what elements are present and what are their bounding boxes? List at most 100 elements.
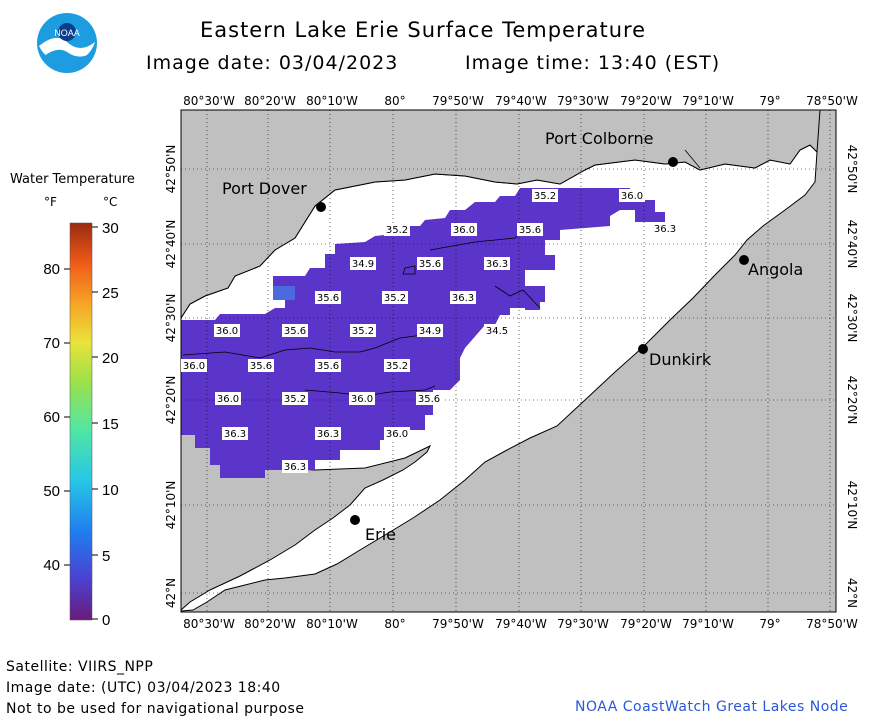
- temperature-reading: 35.6: [519, 225, 541, 236]
- lon-label-top: 80°10'W: [306, 94, 358, 108]
- disclaimer: Not to be used for navigational purpose: [6, 701, 305, 717]
- legend-f-tick: 40: [43, 557, 60, 574]
- lon-label-bottom: 79°30'W: [557, 617, 609, 630]
- temperature-reading: 36.3: [224, 429, 246, 440]
- lon-label-bottom: 79°20'W: [620, 617, 672, 630]
- lat-label-left: 42°10'N: [165, 481, 178, 530]
- lake-erie-map: 80°30'W 80°30'W 80°20'W 80°20'W 80°10'W 80°10…: [165, 94, 859, 630]
- temperature-reading: 36.0: [351, 394, 373, 405]
- temperature-reading: 35.6: [317, 293, 339, 304]
- land-north: [180, 109, 821, 320]
- legend-c-tick: 30: [102, 220, 119, 237]
- temperature-reading: 34.5: [486, 326, 508, 337]
- temperature-reading: 35.6: [419, 259, 441, 270]
- temperature-reading: 36.0: [453, 225, 475, 236]
- city-marker: [668, 157, 678, 167]
- noaa-logo: NOAA: [37, 13, 97, 73]
- temperature-reading: 34.9: [352, 259, 374, 270]
- lon-label-top: 80°30'W: [183, 94, 235, 108]
- legend-title: Water Temperature: [10, 172, 135, 187]
- temperature-reading: 35.6: [317, 361, 339, 372]
- city-label: Dunkirk: [649, 350, 712, 369]
- image-time: Image time: 13:40 (EST): [465, 52, 721, 74]
- lon-label-bottom: 79°10'W: [682, 617, 734, 630]
- lon-label-bottom: 79°50'W: [432, 617, 484, 630]
- lon-label-bottom: 80°20'W: [244, 617, 296, 630]
- lat-label-right: 42°10'N: [845, 481, 859, 530]
- legend-unit-c: °C: [103, 195, 118, 209]
- legend-c-tick: 10: [102, 482, 119, 499]
- temperature-reading: 36.0: [621, 191, 643, 202]
- legend-f-tick: 80: [43, 261, 60, 278]
- lon-label-bottom: 78°50'W: [806, 617, 858, 630]
- temperature-reading: 34.9: [419, 326, 441, 337]
- legend-c-tick: 0: [102, 612, 110, 629]
- lon-label-top: 79°10'W: [682, 94, 734, 108]
- legend-c-tick: 15: [102, 416, 119, 433]
- legend-c-tick: 25: [102, 285, 119, 302]
- city-label: Angola: [748, 260, 803, 279]
- temperature-reading: 35.2: [384, 293, 406, 304]
- temperature-reading: 36.3: [284, 462, 306, 473]
- city-label: Erie: [365, 525, 396, 544]
- credit-link[interactable]: NOAA CoastWatch Great Lakes Node: [575, 699, 849, 715]
- lon-label-top: 79°: [759, 94, 780, 108]
- temperature-reading: 35.2: [534, 191, 556, 202]
- temperature-reading: 35.6: [284, 326, 306, 337]
- city-label: Port Dover: [222, 179, 307, 198]
- lon-label-top: 78°50'W: [806, 94, 858, 108]
- city-marker: [739, 255, 749, 265]
- temperature-reading: 36.0: [386, 429, 408, 440]
- temperature-reading: 35.2: [284, 394, 306, 405]
- lon-label-top: 80°: [384, 94, 405, 108]
- legend-unit-f: °F: [44, 195, 57, 209]
- lat-label-left: 42°40'N: [165, 220, 178, 269]
- temperature-reading: 35.2: [352, 326, 374, 337]
- temperature-reading: 36.3: [486, 259, 508, 270]
- city-marker: [316, 202, 326, 212]
- temperature-reading: 36.3: [317, 429, 339, 440]
- temperature-reading: 36.3: [452, 293, 474, 304]
- lon-label-bottom: 80°: [384, 617, 405, 630]
- image-date: Image date: 03/04/2023: [146, 52, 399, 74]
- legend-f-tick: 50: [43, 483, 60, 500]
- lon-label-top: 79°50'W: [432, 94, 484, 108]
- lat-label-right: 42°20'N: [845, 376, 859, 425]
- lat-label-right: 42°30'N: [845, 294, 859, 343]
- lat-label-left: 42°30'N: [165, 294, 178, 343]
- temperature-reading: 35.6: [250, 361, 272, 372]
- satellite-label: Satellite: VIIRS_NPP: [6, 659, 154, 675]
- lon-label-bottom: 80°10'W: [306, 617, 358, 630]
- legend-c-tick: 5: [102, 548, 110, 565]
- fahrenheit-ticks: 80 70 60 50 40: [43, 261, 70, 574]
- temperature-readings: 35.2 36.0 36.3 35.2 36.0 35.6 34.9 35.6 36.3 35.6…: [181, 189, 678, 473]
- temperature-reading: 35.2: [386, 225, 408, 236]
- lon-label-bottom: 80°30'W: [183, 617, 235, 630]
- lon-label-top: 80°20'W: [244, 94, 296, 108]
- lon-label-top: 79°20'W: [620, 94, 672, 108]
- city-marker: [638, 344, 648, 354]
- lon-label-top: 79°30'W: [557, 94, 609, 108]
- legend-c-tick: 20: [102, 350, 119, 367]
- temperature-reading: 36.3: [654, 224, 676, 235]
- temperature-reading: 36.0: [217, 394, 239, 405]
- lat-label-right: 42°40'N: [845, 220, 859, 269]
- temperature-reading: 35.6: [418, 394, 440, 405]
- temperature-reading: 36.0: [183, 361, 205, 372]
- lon-label-bottom: 79°40'W: [495, 617, 547, 630]
- lon-label-top: 79°40'W: [495, 94, 547, 108]
- legend-f-tick: 70: [43, 335, 60, 352]
- lat-label-left: 42°50'N: [165, 145, 178, 194]
- lat-label-right: 42°N: [845, 578, 859, 608]
- logo-text: NOAA: [54, 28, 80, 38]
- lon-label-bottom: 79°: [759, 617, 780, 630]
- legend-f-tick: 60: [43, 409, 60, 426]
- city-label: Port Colborne: [545, 129, 653, 148]
- lat-label-left: 42°N: [165, 578, 178, 608]
- lat-label-right: 42°50'N: [845, 145, 859, 194]
- city-marker: [350, 515, 360, 525]
- celsius-ticks: 30 25 20 15 10 5 0: [92, 220, 119, 629]
- lat-label-left: 42°20'N: [165, 376, 178, 425]
- temperature-reading: 36.0: [216, 326, 238, 337]
